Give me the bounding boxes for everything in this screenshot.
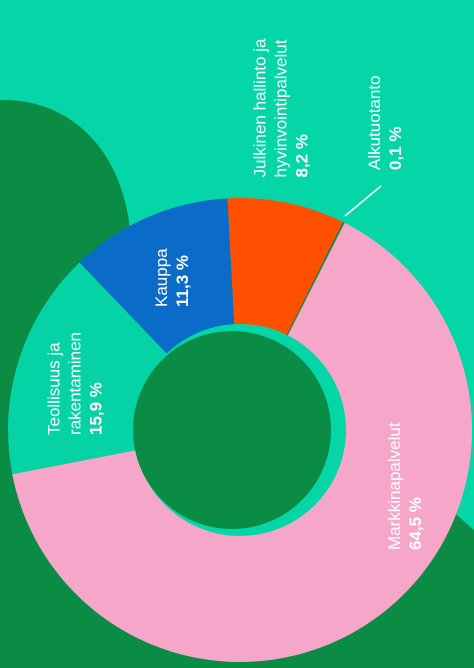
hole-shape — [133, 331, 331, 529]
value-label: 15,9 % — [86, 382, 106, 435]
leader-line — [344, 185, 382, 217]
category-label: Teollisuus ja rakentaminen — [44, 331, 85, 435]
slice-label: Teollisuus ja rakentaminen 15,9 % — [44, 305, 107, 435]
slice-label: Kauppa 11,3 % — [151, 217, 193, 307]
category-label: Alkutuotanto — [365, 75, 384, 170]
value-label: 64,5 % — [406, 497, 425, 550]
category-label: Kauppa — [152, 248, 171, 307]
value-label: 0,1 % — [386, 126, 405, 170]
value-label: 11,3 % — [173, 255, 192, 307]
slice-label: Markkinapalvelut 64,5 % — [384, 360, 426, 550]
category-label: Julkinen hallinto ja hyvinvointipalvelut — [250, 38, 291, 178]
slice-label: Julkinen hallinto ja hyvinvointipalvelut… — [250, 3, 313, 178]
category-label: Markkinapalvelut — [385, 422, 404, 550]
value-label: 8,2 % — [292, 134, 312, 178]
slice-label: Alkutuotanto 0,1 % — [364, 60, 406, 170]
